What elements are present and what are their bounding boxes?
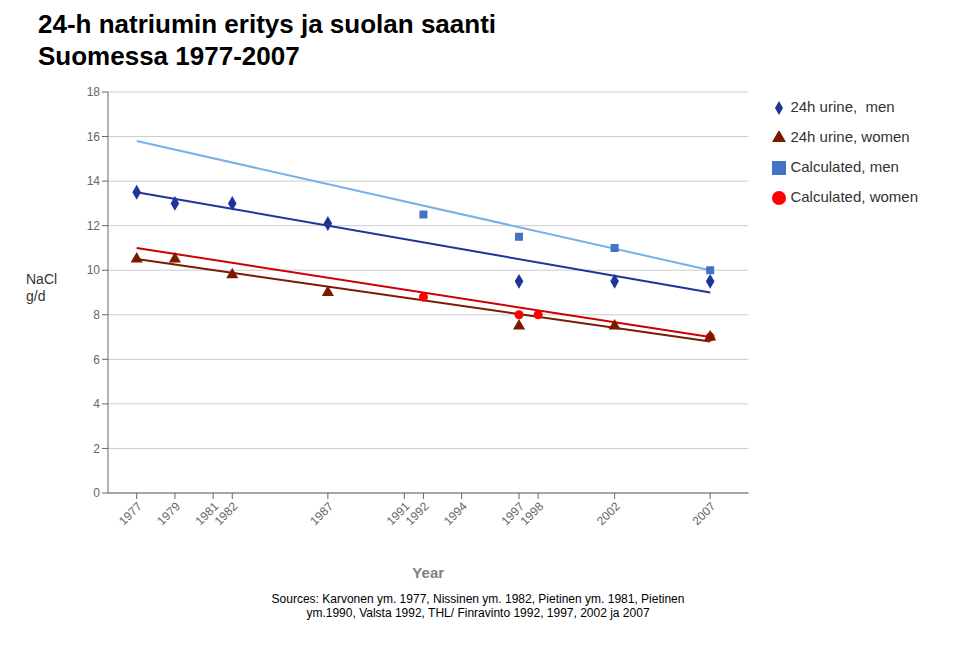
html-text:24-h natriumin eritys ja suola: 24-h natriumin eritys ja suolan saanti [38, 9, 496, 39]
svg-text:2: 2 [93, 442, 100, 456]
svg-text:1998: 1998 [517, 499, 546, 528]
svg-text:1991: 1991 [383, 499, 413, 528]
svg-text:12: 12 [87, 219, 101, 233]
svg-text:NaClg/d: NaClg/d [26, 271, 57, 304]
html-text:24h urine, men: 24h urine, men [790, 98, 895, 115]
svg-text:1997: 1997 [498, 499, 528, 528]
svg-text:16: 16 [87, 130, 101, 144]
svg-text:10: 10 [87, 263, 101, 277]
svg-text:1979: 1979 [154, 499, 183, 528]
svg-text:14: 14 [87, 174, 101, 188]
html-text:Calculated, women: Calculated, women [790, 188, 918, 205]
svg-text:1992: 1992 [403, 499, 432, 528]
svg-text:0: 0 [93, 486, 100, 500]
svg-text:1981: 1981 [192, 499, 222, 528]
svg-text:4: 4 [93, 397, 100, 411]
svg-text:1987: 1987 [307, 499, 336, 528]
svg-text:2007: 2007 [690, 499, 719, 528]
svg-text:Year: Year [412, 564, 444, 581]
html-text:Sources: Karvonen ym. 1977, Ni: Sources: Karvonen ym. 1977, Nissinen ym.… [271, 592, 685, 620]
svg-text:1994: 1994 [441, 499, 470, 528]
svg-text:8: 8 [93, 308, 100, 322]
html-text:24h urine, women: 24h urine, women [790, 128, 910, 145]
html-text:Calculated, men: Calculated, men [790, 158, 899, 175]
svg-text:6: 6 [93, 353, 100, 367]
svg-text:2002: 2002 [594, 499, 623, 528]
svg-text:18: 18 [87, 85, 101, 99]
svg-text:1977: 1977 [116, 499, 145, 528]
html-text:Suomessa 1977-2007: Suomessa 1977-2007 [38, 41, 300, 71]
svg-text:1982: 1982 [212, 499, 241, 528]
